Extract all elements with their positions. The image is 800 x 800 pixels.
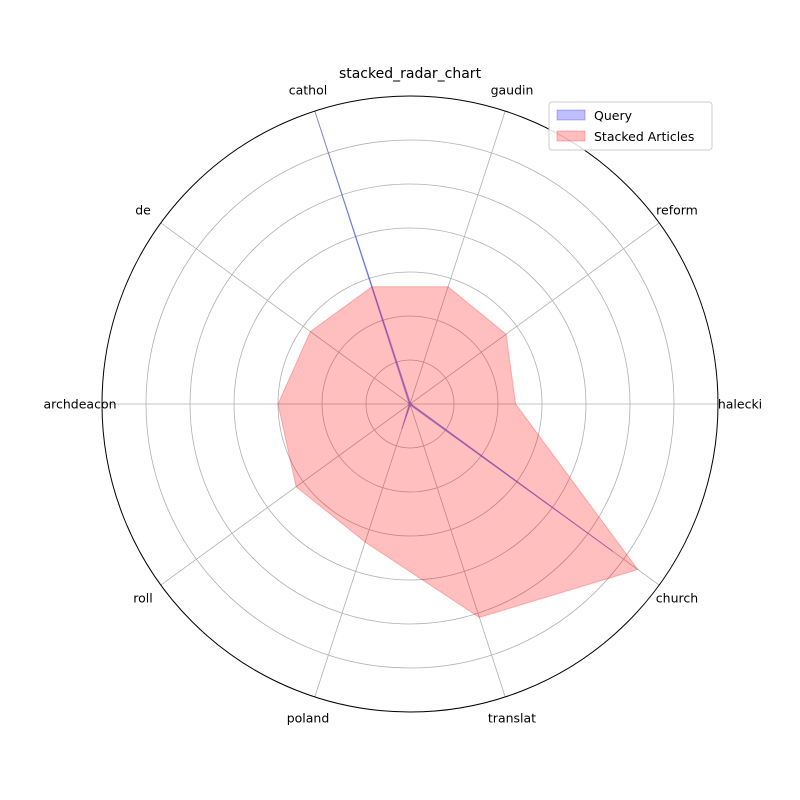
radar-grid (102, 110, 718, 698)
category-label: archdeacon (43, 397, 116, 412)
legend-box (548, 101, 713, 151)
legend: Query Stacked Articles (548, 101, 713, 151)
radar-series (277, 110, 639, 618)
category-labels: halecki reform gaudin cathol de archdeacon rol… (43, 83, 762, 726)
grid-spoke (409, 403, 660, 586)
grid-spoke (409, 110, 506, 405)
legend-label: Query (594, 108, 633, 123)
category-label: de (135, 203, 151, 218)
category-label: translat (488, 710, 536, 725)
category-label: roll (133, 591, 152, 606)
series-area-1 (277, 286, 639, 618)
grid-spoke (409, 403, 506, 698)
grid-spoke (160, 403, 411, 586)
grid-spoke (409, 222, 660, 405)
outer-frame (101, 95, 719, 713)
category-label: church (656, 591, 698, 606)
grid-spoke (160, 222, 411, 405)
grid-spoke (314, 110, 411, 405)
chart-title: stacked_radar_chart (339, 66, 482, 82)
category-label: poland (287, 710, 330, 725)
category-label: gaudin (491, 83, 534, 98)
category-label: halecki (718, 397, 762, 412)
legend-swatch (556, 109, 586, 121)
category-label: cathol (289, 83, 327, 98)
legend-swatch (556, 130, 586, 142)
grid-spoke (314, 403, 411, 698)
category-label: reform (656, 203, 698, 218)
series-area-0 (314, 110, 614, 552)
legend-label: Stacked Articles (594, 129, 694, 144)
